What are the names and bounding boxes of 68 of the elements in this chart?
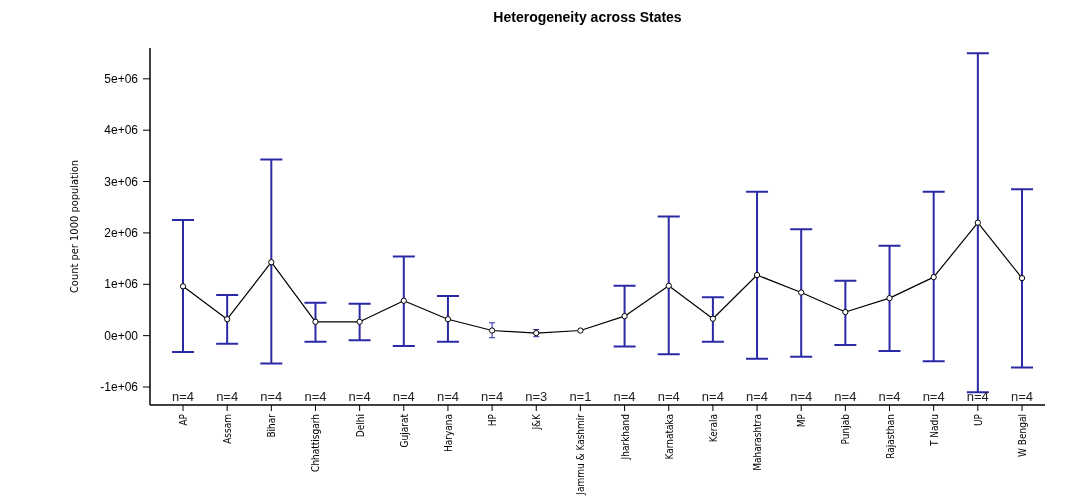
x-tick-label: Jharkhand [619,414,631,461]
annotation: n=4 [701,389,724,404]
x-tick-label: Delhi [354,414,366,438]
point [974,219,981,226]
y-tick-label: 4e+06 [104,123,139,138]
point [621,312,628,320]
x-tick-label: UP [972,413,984,427]
x-tick-label: Haryana [442,414,454,453]
point [488,327,496,334]
annotation: n=4 [966,389,989,404]
point [886,295,893,302]
point [179,283,187,290]
x-tick-label: Jammu & Kashmir [575,413,587,496]
x-tick-label: J&K [531,412,543,431]
point [356,318,363,325]
point [224,316,231,323]
annotation: n=4 [657,389,680,404]
x-tick-label: W Bengal [1017,414,1028,457]
y-tick-label: -1e+06 [100,380,139,395]
x-tick-label: Kerala [707,414,719,443]
y-tick-label: 1e+06 [104,277,139,292]
annotation: n=1 [569,389,592,404]
x-tick-label: Assam [222,414,234,444]
point [577,327,584,334]
x-tick-label: Chhattisgarh [310,414,322,472]
annotation: n=4 [436,389,459,404]
y-tick-label: 0e+00 [104,328,139,343]
annotation: n=4 [790,389,813,404]
x-tick-label: Bihar [266,413,278,438]
x-tick-label: Karnataka [663,414,675,460]
x-tick-label: Maharashtra [752,414,764,471]
x-tick-label: T Nadu [928,414,940,448]
annotation: n=4 [260,389,283,404]
annotation: n=4 [746,389,769,404]
point [930,273,937,281]
point [400,297,407,304]
y-tick-label: 5e+06 [104,72,139,87]
annotation: n=4 [392,389,415,404]
x-tick-label: MP [796,413,808,428]
point [268,259,275,266]
point [1018,274,1026,282]
point [753,271,761,279]
x-tick-label: Gujarat [398,413,410,448]
annotation: n=4 [171,389,195,404]
annotation: n=4 [216,389,239,404]
annotation: n=4 [348,389,371,404]
annotation: n=4 [613,389,636,404]
chart-title: Heterogeneity across States [493,9,682,25]
x-tick-label: HP [487,413,499,427]
point [444,316,452,323]
x-tick-label: Punjab [840,413,852,445]
point [798,289,805,296]
annotation: n=4 [1010,389,1034,404]
x-tick-label: Rajasthan [884,414,896,459]
annotation: n=4 [304,389,327,404]
annotation: n=4 [481,389,504,404]
point [312,318,319,325]
annotation: n=4 [878,389,901,404]
y-tick-label: 2e+06 [104,226,139,241]
point [709,315,717,322]
point [842,308,849,316]
x-tick-label: AP [178,413,189,426]
annotation: n=4 [922,389,945,404]
annotation: n=4 [834,389,857,404]
point [665,282,672,289]
y-axis-title: Count per 1000 population [68,159,81,294]
annotation: n=3 [525,389,548,404]
y-tick-label: 3e+06 [104,174,139,189]
